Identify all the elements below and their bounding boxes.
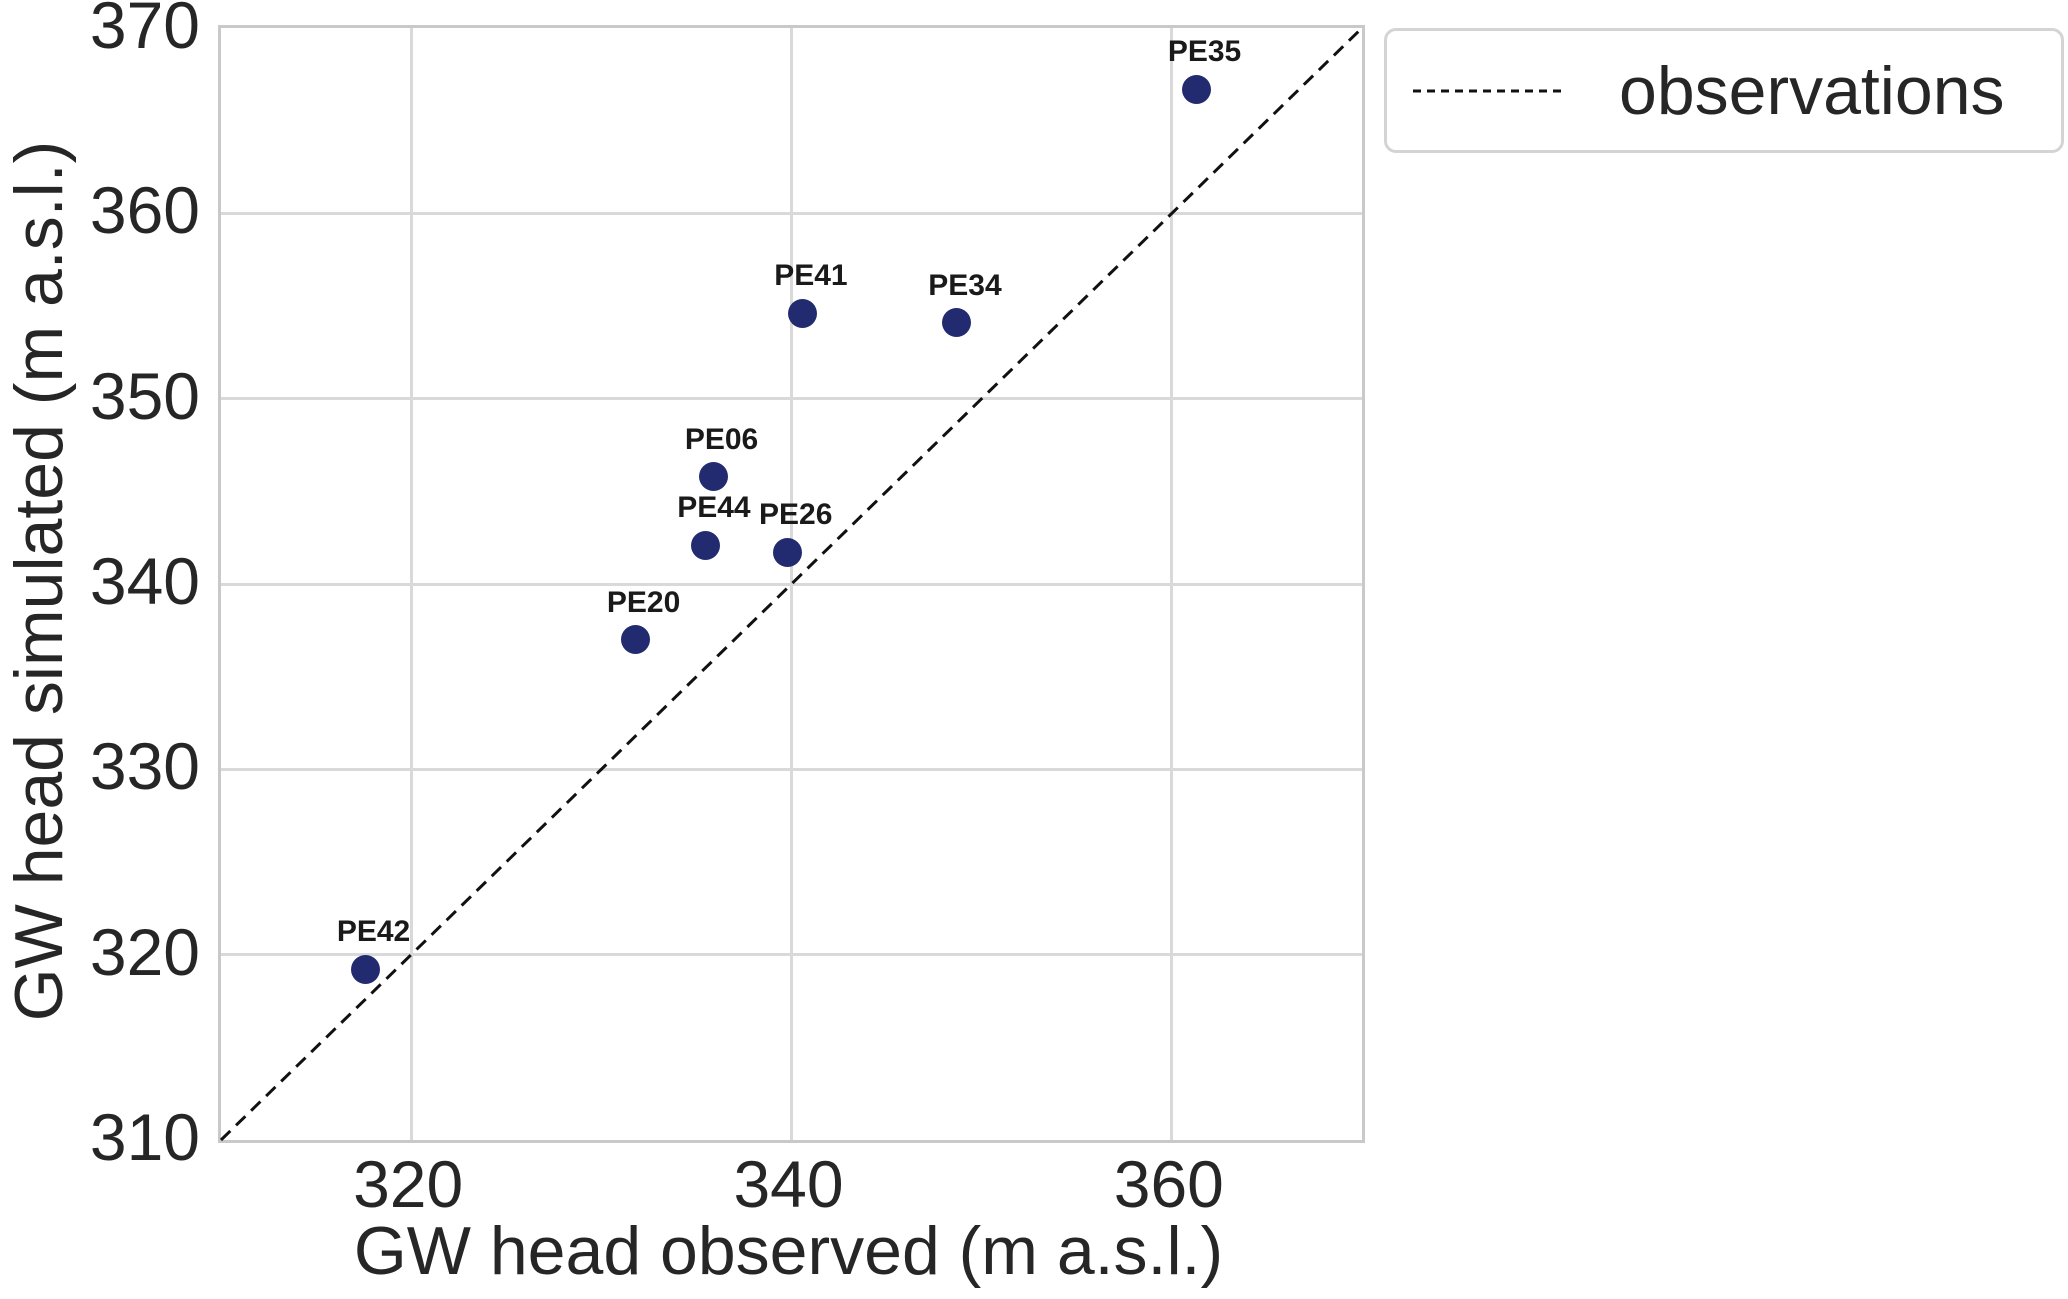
point-label-PE34: PE34 <box>928 268 1002 302</box>
y-tick-330: 330 <box>89 729 200 804</box>
scatter-point-PE44 <box>691 530 721 560</box>
y-tick-350: 350 <box>89 358 200 433</box>
scatter-point-PE41 <box>788 298 818 328</box>
legend-entry-label: observations <box>1619 52 2005 129</box>
x-tick-360: 360 <box>1113 1147 1224 1221</box>
x-tick-340: 340 <box>733 1147 844 1221</box>
scatter-point-PE06 <box>699 462 729 491</box>
gridline-x-340 <box>790 28 793 1140</box>
y-axis-title: GW head simulated (m a.s.l.) <box>1 140 77 1022</box>
y-tick-340: 340 <box>89 544 200 618</box>
identity-dashed-line <box>219 26 1364 1142</box>
y-tick-360: 360 <box>89 173 200 248</box>
gridline-x-360 <box>1170 28 1174 1140</box>
point-label-PE06: PE06 <box>684 422 759 456</box>
y-tick-310: 310 <box>89 1100 200 1174</box>
scatter-point-PE42 <box>351 954 381 984</box>
point-label-PE44: PE44 <box>677 491 751 525</box>
y-tick-320: 320 <box>89 914 200 989</box>
scatter-point-PE34 <box>942 308 972 338</box>
point-label-PE35: PE35 <box>1167 35 1242 69</box>
x-tick-320: 320 <box>353 1147 464 1221</box>
scatter-point-PE20 <box>621 625 651 655</box>
legend: observations <box>1384 28 2064 153</box>
gridline-x-320 <box>409 28 413 1140</box>
plot-area: PE42 PE20 PE44 PE06 PE26 PE41 PE34 PE35 <box>218 25 1365 1143</box>
x-axis-title: GW head observed (m a.s.l.) <box>353 1213 1224 1289</box>
scatter-point-PE26 <box>773 537 803 567</box>
point-label-PE26: PE26 <box>758 498 833 532</box>
point-label-PE41: PE41 <box>774 259 848 293</box>
legend-dashed-line-sample <box>1413 89 1561 92</box>
y-tick-370: 370 <box>89 0 200 62</box>
reference-line-layer <box>219 26 1364 1142</box>
point-label-PE20: PE20 <box>606 585 681 619</box>
scatter-point-PE35 <box>1182 74 1212 104</box>
point-label-PE42: PE42 <box>336 915 411 949</box>
